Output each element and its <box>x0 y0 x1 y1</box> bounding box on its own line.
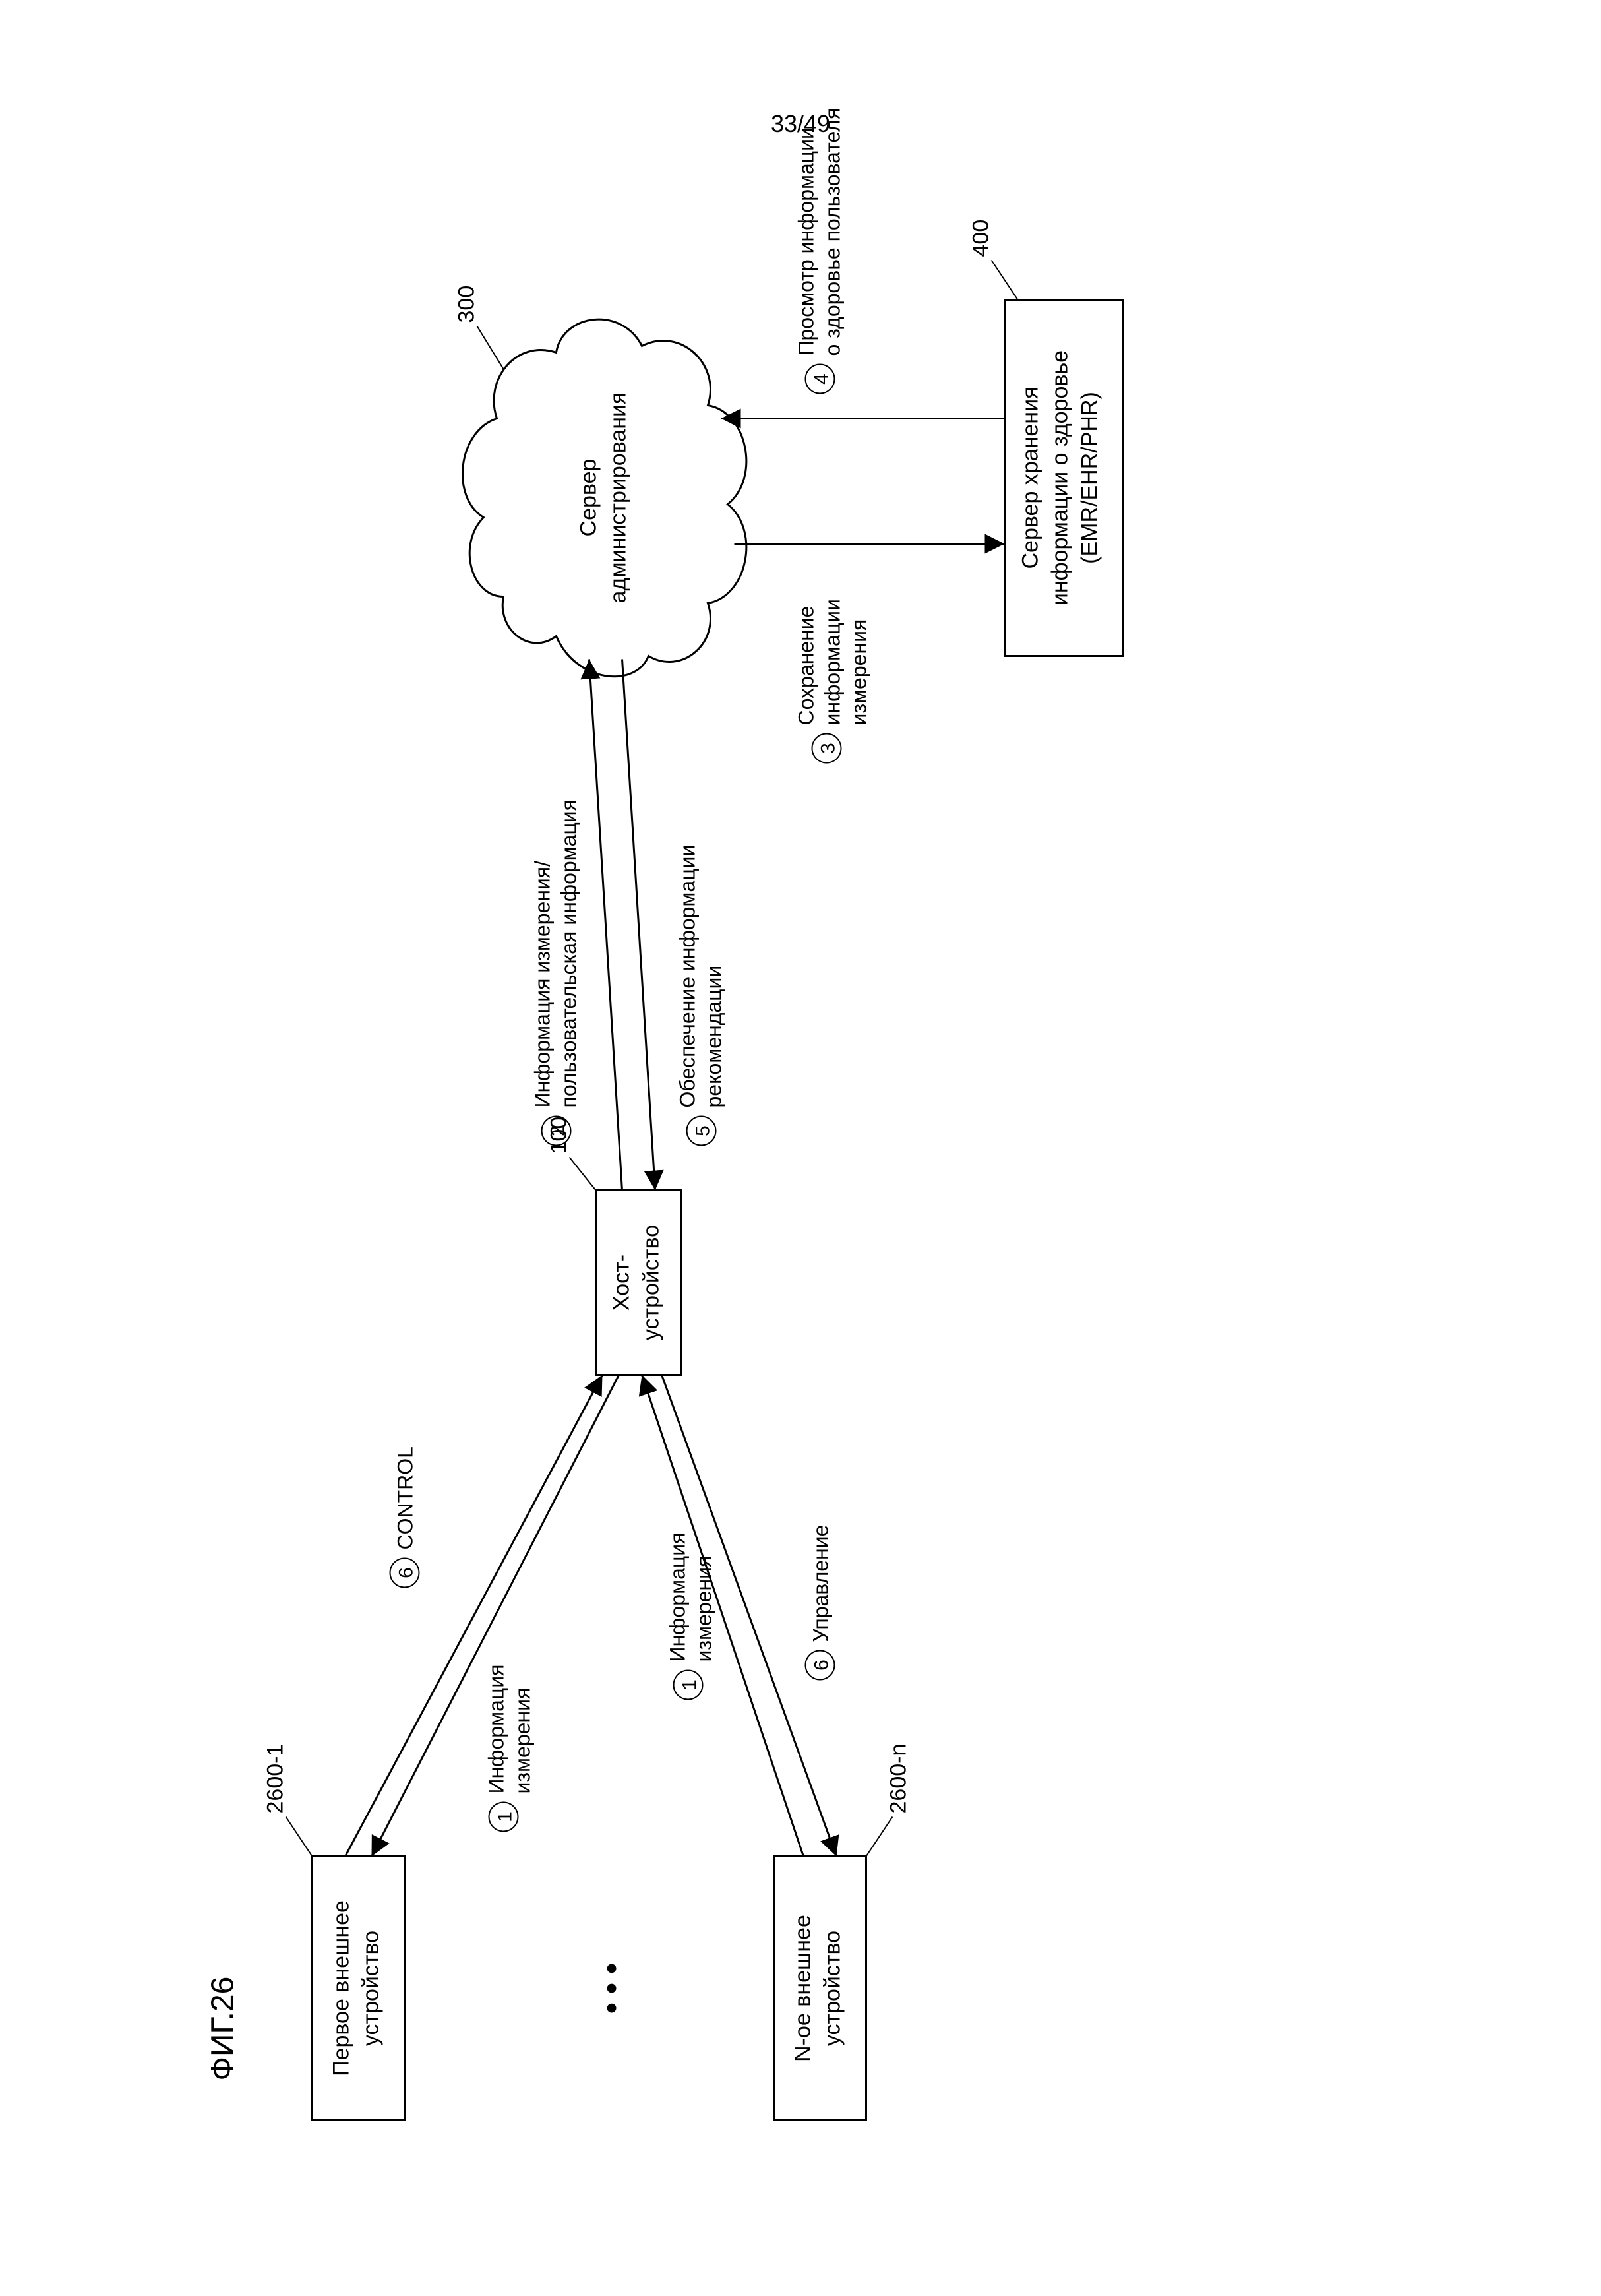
ext1-ref: 2600-1 <box>263 1744 288 1814</box>
page: 33/49 ФИГ.26 Первое внешнее устройство 2… <box>0 0 1601 2296</box>
label-1b-line1: Информация <box>666 1533 690 1662</box>
label-4-line1: Просмотр информации <box>795 127 818 356</box>
label-6b-num: 6 <box>811 1660 833 1671</box>
label-6b-text: Управление <box>809 1525 833 1642</box>
label-3-line2: информации <box>821 599 845 725</box>
storage-label-line2: информации о здоровье <box>1048 350 1073 605</box>
label-1b-line2: измерения <box>692 1556 716 1662</box>
host-device: Хост- устройство <box>596 1191 682 1375</box>
label-4: 4 Просмотр информации о здоровье пользов… <box>795 108 845 394</box>
label-2: 2 Информация измерения/ пользовательская… <box>531 799 581 1146</box>
label-1a: 1 Информация измерения <box>485 1665 535 1832</box>
edge-ext1-host-out <box>346 1375 603 1857</box>
label-6b: 6 Управление <box>806 1525 835 1680</box>
label-1a-line2: измерения <box>511 1688 535 1794</box>
label-2-line2: пользовательская информация <box>557 799 581 1108</box>
label-3: 3 Сохранение информации измерения <box>795 599 871 762</box>
label-6a-text: CONTROL <box>394 1446 417 1549</box>
external-device-1: Первое внешнее устройство <box>313 1857 405 2121</box>
host-leader <box>570 1158 596 1191</box>
label-1b: 1 Информация измерения <box>666 1533 716 1700</box>
admin-leader <box>477 326 504 369</box>
label-5-line1: Обеспечение информации <box>676 845 700 1108</box>
label-3-line3: измерения <box>847 619 871 726</box>
extn-label-line2: устройство <box>820 1931 845 2046</box>
label-5-num: 5 <box>692 1125 714 1136</box>
extn-label-line1: N-ое внешнее <box>791 1915 816 2062</box>
extn-ref: 2600-n <box>886 1744 911 1814</box>
label-1a-num: 1 <box>495 1811 516 1822</box>
label-5-line2: рекомендации <box>702 966 726 1108</box>
label-6a-num: 6 <box>396 1567 417 1578</box>
ellipsis: • • • <box>595 1963 630 2014</box>
storage-server: Сервер хранения информации о здоровье (E… <box>1005 300 1124 656</box>
label-1b-num: 1 <box>679 1679 701 1691</box>
label-2-line1: Информация измерения/ <box>531 861 555 1108</box>
admin-server: Сервер администрирования <box>462 319 746 677</box>
ext1-label-line2: устройство <box>359 1931 384 2046</box>
ext1-leader <box>286 1817 313 1857</box>
edge-host-admin-out <box>589 660 622 1191</box>
label-6-control: 6 CONTROL <box>390 1446 419 1587</box>
storage-label-line1: Сервер хранения <box>1018 387 1043 569</box>
host-label-line2: устройство <box>639 1225 664 1340</box>
admin-label-line2: администрирования <box>606 392 631 604</box>
host-label-line1: Хост- <box>609 1255 634 1311</box>
label-4-num: 4 <box>811 373 833 385</box>
extn-leader <box>866 1817 893 1857</box>
storage-ref: 400 <box>969 220 994 257</box>
label-5: 5 Обеспечение информации рекомендации <box>676 845 726 1146</box>
ext1-label-line1: Первое внешнее <box>329 1900 354 2076</box>
edge-admin-host-in <box>622 660 655 1191</box>
label-3-line1: Сохранение <box>795 606 818 726</box>
storage-label-line3: (EMR/EHR/PHR) <box>1077 392 1103 564</box>
figure-label: ФИГ.26 <box>206 1977 241 2081</box>
label-3-num: 3 <box>818 743 839 754</box>
external-device-n: N-ое внешнее устройство <box>774 1857 866 2121</box>
label-4-line2: о здоровье пользователя <box>821 108 845 356</box>
label-2-num: 2 <box>547 1125 569 1136</box>
admin-ref: 300 <box>454 286 479 323</box>
diagram-svg: 33/49 ФИГ.26 Первое внешнее устройство 2… <box>0 0 1601 2296</box>
storage-leader <box>992 261 1018 300</box>
admin-label-line1: Сервер <box>576 459 601 537</box>
label-1a-line1: Информация <box>485 1665 508 1794</box>
